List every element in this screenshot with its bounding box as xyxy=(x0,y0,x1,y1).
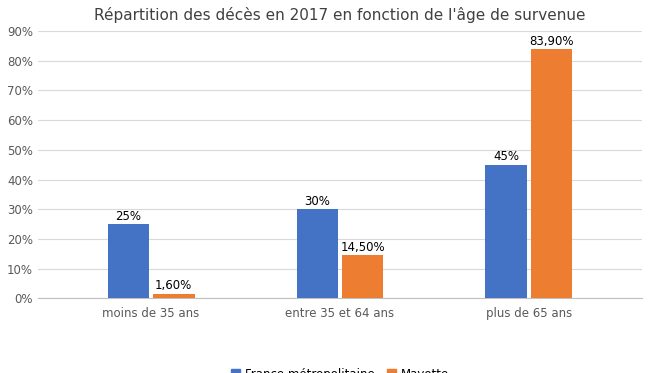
Text: 45%: 45% xyxy=(493,150,519,163)
Title: Répartition des décès en 2017 en fonction de l'âge de survenue: Répartition des décès en 2017 en fonctio… xyxy=(94,7,585,23)
Bar xyxy=(108,224,149,298)
Text: 14,50%: 14,50% xyxy=(340,241,385,254)
Legend: France métropolitaine, Mayotte: France métropolitaine, Mayotte xyxy=(226,363,454,373)
Text: 25%: 25% xyxy=(116,210,141,223)
Bar xyxy=(297,209,338,298)
Text: 1,60%: 1,60% xyxy=(155,279,192,292)
Bar xyxy=(531,49,572,298)
Text: 30%: 30% xyxy=(304,195,330,208)
Text: 83,90%: 83,90% xyxy=(529,35,574,48)
Bar xyxy=(342,256,384,298)
Bar xyxy=(153,294,195,298)
Bar xyxy=(485,165,527,298)
